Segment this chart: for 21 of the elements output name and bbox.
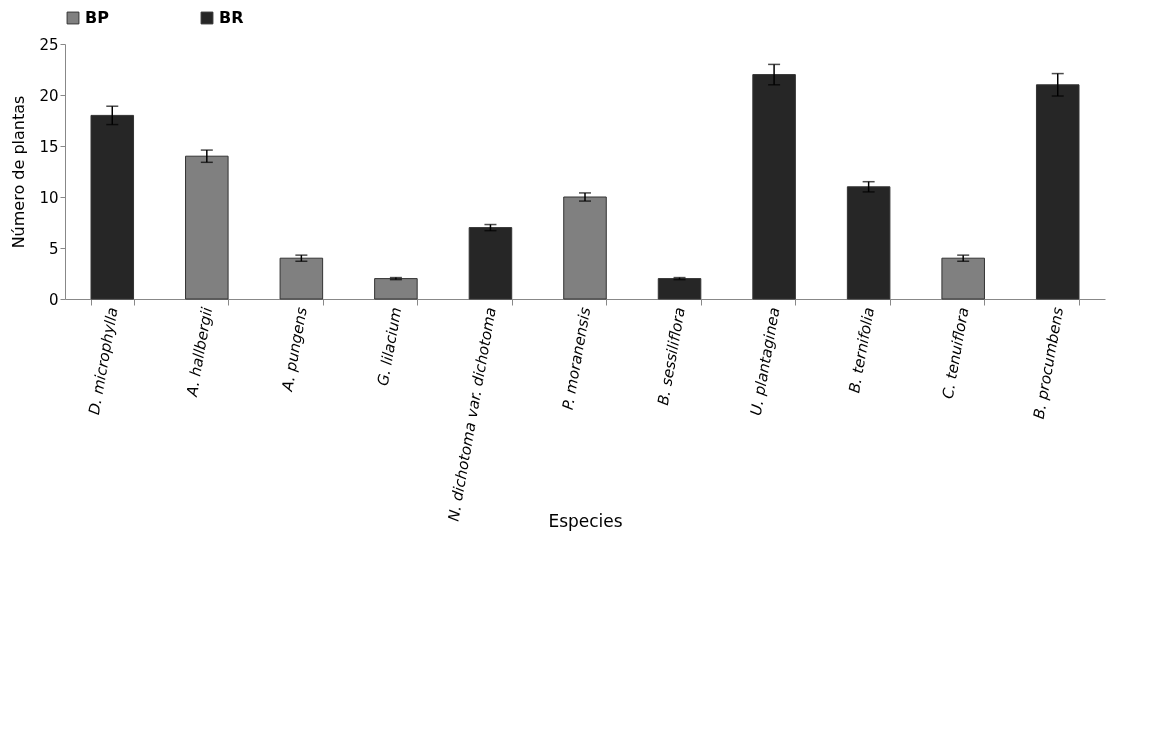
y-tick-label: 5 [48, 239, 59, 258]
x-tick-label: P. moranensis [558, 305, 595, 412]
y-tick-label: 25 [39, 35, 59, 54]
x-tick-label: C. tenuiflora [938, 305, 973, 401]
y-tick-label: 0 [48, 290, 59, 309]
y-tick-label: 15 [39, 137, 59, 156]
legend-label: BP [85, 8, 110, 27]
x-tick-label: D. microphylla [85, 305, 122, 417]
x-tick-label: U. plantaginea [746, 305, 784, 417]
x-tick-label: B. ternifolia [845, 305, 878, 395]
x-tick-label: A. pungens [278, 305, 311, 394]
x-axis-title: Especies [548, 510, 623, 531]
y-axis-title: Número de plantas [9, 95, 29, 249]
x-tick-label: B. sessiliflora [653, 305, 689, 407]
y-tick-label: 20 [39, 86, 59, 105]
y-tick-label: 10 [39, 188, 59, 207]
x-tick-label: N. dichotoma var. dichotoma [444, 305, 500, 523]
legend-label: BR [219, 8, 244, 27]
x-tick-label: A. hallbergii [182, 305, 217, 399]
x-tick-label: B. procumbens [1029, 305, 1068, 421]
x-tick-label: G. lilacium [373, 305, 406, 388]
